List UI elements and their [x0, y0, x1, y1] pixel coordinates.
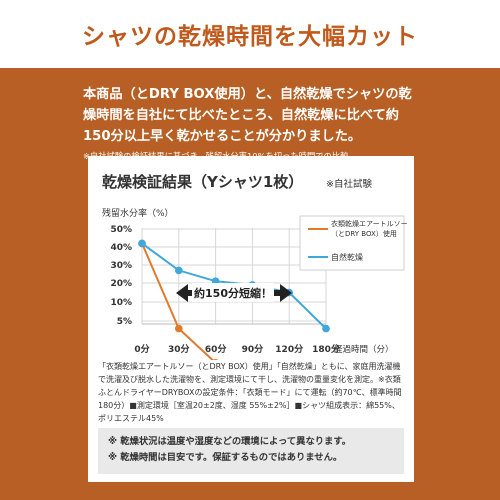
x-tick-label: 60分 — [205, 343, 227, 355]
legend-label-torso: 衣類乾燥エアートルソー（とDRY BOX）使用 — [331, 219, 408, 238]
intro-text: 本商品（とDRY BOX使用）と、自然乾燥でシャツの乾燥時間を自社にて比べたとこ… — [83, 87, 412, 144]
y-tick-label: 20% — [110, 279, 132, 289]
data-point-natural — [175, 266, 183, 275]
header: シャツの乾燥時間を大幅カット — [0, 0, 500, 68]
chart-annotation: 約150分短縮！ — [176, 283, 292, 302]
annotation-bg — [192, 283, 274, 302]
page-title: シャツの乾燥時間を大幅カット — [82, 24, 418, 50]
card-title-note: ※自社試験 — [326, 179, 372, 190]
data-point-torso — [175, 324, 183, 333]
footnote-text: 「衣類乾燥エアートルソー（とDRY BOX）使用」「自然乾燥」ともに、家庭用洗濯… — [98, 362, 402, 423]
data-point-natural — [138, 239, 146, 248]
data-point-torso — [213, 359, 219, 360]
legend-label-natural: 自然乾燥 — [331, 252, 363, 262]
notice-line-2: ※ 乾燥時間は目安です。保証するものではありません。 — [108, 452, 343, 463]
data-point-natural — [322, 324, 330, 333]
y-tick-label: 50% — [110, 225, 132, 235]
x-tick-label: 30分 — [168, 343, 190, 355]
x-tick-labels: 0分 30分 60分 90分 120分 180分 — [134, 343, 340, 355]
legend-label-torso-line2: （とDRY BOX）使用 — [331, 229, 397, 238]
notice-box: ※ 乾燥状況は温度や湿度などの環境によって異なります。 ※ 乾燥時間は目安です。… — [98, 428, 404, 474]
intro: 本商品（とDRY BOX使用）と、自然乾燥でシャツの乾燥時間を自社にて比べたとこ… — [83, 84, 423, 163]
y-tick-label: 40% — [110, 243, 132, 253]
arrow-right-head — [280, 284, 292, 302]
arrow-left-head — [176, 284, 188, 302]
legend-label-torso-line1: 衣類乾燥エアートルソー — [331, 219, 408, 228]
y-tick-label: 5% — [117, 317, 132, 327]
x-tick-label: 120分 — [275, 343, 303, 355]
card-title: 乾燥検証結果（Yシャツ1枚） — [102, 173, 304, 191]
y-tick-label: 10% — [110, 298, 132, 308]
x-tick-label: 0分 — [134, 343, 149, 355]
footnote: 「衣類乾燥エアートルソー（とDRY BOX）使用」「自然乾燥」ともに、家庭用洗濯… — [98, 360, 404, 425]
y-tick-label: 30% — [110, 261, 132, 271]
annotation-label: 約150分短縮！ — [194, 286, 272, 300]
x-axis-label: 経過時間（分） — [334, 344, 394, 355]
y-axis-label: 残留水分率（%） — [102, 207, 174, 219]
result-card: 乾燥検証結果（Yシャツ1枚） ※自社試験 5% 10% 20% 30% 40% 50% 0… — [88, 156, 414, 482]
chart: 5% 10% 20% 30% 40% 50% 0分 30分 60分 90分 120分 180分 残留… — [102, 207, 408, 360]
chart-grid — [141, 228, 327, 325]
x-tick-label: 180分 — [312, 343, 340, 355]
legend-box — [299, 215, 405, 271]
y-tick-labels: 5% 10% 20% 30% 40% 50% — [110, 225, 132, 327]
notice-line-1: ※ 乾燥状況は温度や湿度などの環境によって異なります。 — [108, 436, 352, 447]
x-tick-label: 90分 — [242, 343, 264, 355]
